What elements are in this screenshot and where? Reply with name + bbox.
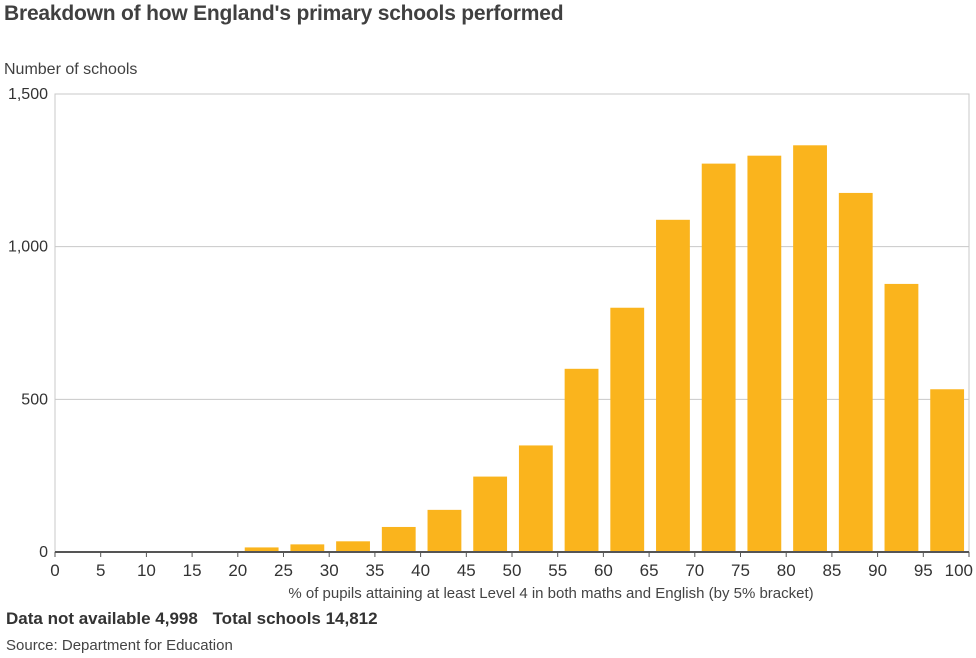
y-tick-label: 1,500 bbox=[8, 86, 48, 103]
chart-title: Breakdown of how England's primary schoo… bbox=[4, 2, 564, 25]
footnote: Data not available 4,998 Total schools 1… bbox=[6, 609, 388, 629]
y-tick-label: 500 bbox=[21, 391, 48, 408]
bar bbox=[427, 509, 462, 552]
plot-frame bbox=[54, 93, 970, 553]
y-axis-label: Number of schools bbox=[4, 61, 138, 78]
x-tick-label: 85 bbox=[822, 561, 841, 580]
x-tick-label: 30 bbox=[320, 561, 339, 580]
x-tick-label: 65 bbox=[640, 561, 659, 580]
total-schools-note: Total schools 14,812 bbox=[212, 609, 378, 628]
y-tick-label: 0 bbox=[39, 544, 48, 561]
x-tick-label: 0 bbox=[50, 561, 59, 580]
x-tick-label: 90 bbox=[868, 561, 887, 580]
data-not-available-note: Data not available 4,998 bbox=[6, 609, 198, 628]
x-tick-label: 100 bbox=[945, 561, 973, 580]
bar bbox=[747, 155, 782, 552]
x-tick-label: 25 bbox=[274, 561, 293, 580]
x-tick-label: 35 bbox=[365, 561, 384, 580]
source-note: Source: Department for Education bbox=[6, 637, 233, 654]
y-tick-label: 1,000 bbox=[8, 239, 48, 256]
bar bbox=[930, 389, 965, 552]
x-tick-label: 80 bbox=[777, 561, 796, 580]
bar bbox=[701, 163, 736, 552]
bar-chart: 0 500 1,000 1,500 0 5 10 15 20 25 30 35 40 45 50 55 60 65… bbox=[8, 86, 973, 602]
x-tick-label: 10 bbox=[137, 561, 156, 580]
x-tick-label: 15 bbox=[183, 561, 202, 580]
x-axis-label: % of pupils attaining at least Level 4 i… bbox=[288, 585, 813, 602]
bar bbox=[610, 307, 645, 552]
x-tick-label: 55 bbox=[548, 561, 567, 580]
x-tick-label: 5 bbox=[96, 561, 105, 580]
x-tick-label: 20 bbox=[228, 561, 247, 580]
x-tick-label: 40 bbox=[411, 561, 430, 580]
x-tick-label: 50 bbox=[503, 561, 522, 580]
x-tick-label: 45 bbox=[457, 561, 476, 580]
bar bbox=[884, 283, 919, 552]
bar bbox=[473, 476, 508, 552]
bar bbox=[518, 445, 553, 552]
bar bbox=[656, 219, 690, 552]
bar bbox=[381, 526, 416, 552]
x-tick-label: 60 bbox=[594, 561, 613, 580]
x-tick-label: 75 bbox=[731, 561, 750, 580]
bar bbox=[244, 547, 279, 552]
bar bbox=[290, 544, 325, 552]
bar bbox=[793, 145, 827, 552]
x-tick-label: 95 bbox=[914, 561, 933, 580]
bar bbox=[564, 368, 599, 552]
bar bbox=[838, 192, 873, 553]
bar bbox=[336, 541, 370, 552]
x-tick-label: 70 bbox=[685, 561, 704, 580]
